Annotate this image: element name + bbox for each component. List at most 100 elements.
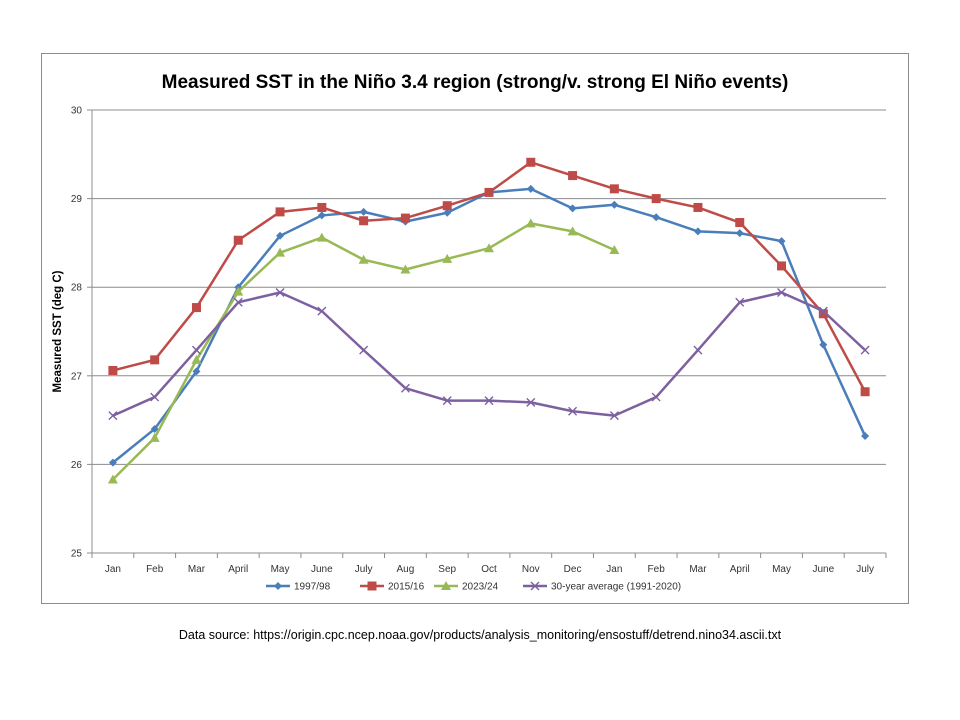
data-point-30-year-average-1991-2020- bbox=[777, 288, 787, 298]
legend-label-2023-24: 2023/24 bbox=[462, 582, 499, 593]
data-point-2023-24 bbox=[191, 354, 202, 364]
data-point-30-year-average-1991-2020- bbox=[108, 411, 118, 421]
data-point-30-year-average-1991-2020- bbox=[818, 306, 828, 316]
y-tick-label: 29 bbox=[71, 194, 83, 205]
data-point-1997-98 bbox=[735, 229, 744, 238]
y-tick-label: 28 bbox=[71, 283, 83, 294]
data-point-2023-24 bbox=[275, 247, 286, 257]
data-point-30-year-average-1991-2020- bbox=[693, 345, 703, 355]
data-point-2015-16 bbox=[818, 309, 828, 319]
data-point-2015-16 bbox=[609, 184, 619, 194]
data-point-1997-98 bbox=[861, 432, 870, 441]
data-point-1997-98 bbox=[317, 211, 326, 220]
data-point-2023-24 bbox=[525, 218, 536, 228]
data-point-1997-98 bbox=[819, 340, 828, 349]
data-point-30-year-average-1991-2020- bbox=[568, 406, 578, 416]
x-tick-label: Mar bbox=[689, 564, 707, 575]
y-tick-label: 26 bbox=[71, 460, 83, 471]
data-point-2015-16 bbox=[400, 213, 410, 223]
data-point-30-year-average-1991-2020- bbox=[860, 345, 870, 355]
data-point-30-year-average-1991-2020- bbox=[609, 411, 619, 421]
y-axis-label: Measured SST (deg C) bbox=[52, 270, 64, 392]
x-tick-label: July bbox=[856, 564, 874, 575]
data-point-2015-16 bbox=[191, 303, 201, 313]
x-tick-label: July bbox=[355, 564, 373, 575]
x-tick-label: June bbox=[812, 564, 834, 575]
data-point-1997-98 bbox=[276, 231, 285, 240]
x-tick-label: Sep bbox=[438, 564, 456, 575]
data-point-1997-98 bbox=[150, 424, 159, 433]
x-tick-label: Feb bbox=[648, 564, 666, 575]
data-point-2015-16 bbox=[233, 235, 243, 245]
x-tick-label: Aug bbox=[397, 564, 415, 575]
data-point-2015-16 bbox=[651, 194, 661, 204]
data-point-30-year-average-1991-2020- bbox=[442, 396, 452, 406]
data-point-30-year-average-1991-2020- bbox=[735, 297, 745, 307]
data-point-2015-16 bbox=[317, 202, 327, 212]
data-point-2023-24 bbox=[233, 286, 244, 296]
x-tick-label: May bbox=[271, 564, 290, 575]
data-point-1997-98 bbox=[108, 458, 117, 467]
y-tick-label: 27 bbox=[71, 371, 83, 382]
data-point-2023-24 bbox=[567, 226, 578, 236]
data-point-2023-24 bbox=[316, 232, 327, 242]
chart-frame bbox=[41, 53, 909, 604]
legend-marker-2023-24 bbox=[441, 581, 451, 590]
data-point-30-year-average-1991-2020- bbox=[317, 306, 327, 316]
legend-label-1997-98: 1997/98 bbox=[294, 582, 331, 593]
data-point-2015-16 bbox=[526, 157, 536, 167]
legend-marker-2015-16 bbox=[367, 581, 377, 591]
data-point-2015-16 bbox=[735, 218, 745, 228]
data-source-note: Data source: https://origin.cpc.ncep.noa… bbox=[178, 628, 782, 642]
data-point-1997-98 bbox=[693, 227, 702, 236]
data-point-1997-98 bbox=[526, 184, 535, 193]
data-point-2023-24 bbox=[484, 243, 494, 253]
data-point-30-year-average-1991-2020- bbox=[150, 392, 160, 402]
data-point-30-year-average-1991-2020- bbox=[526, 397, 536, 407]
data-point-30-year-average-1991-2020- bbox=[400, 383, 410, 393]
legend-marker-1997-98 bbox=[274, 582, 282, 590]
data-point-30-year-average-1991-2020- bbox=[191, 345, 201, 355]
x-tick-label: April bbox=[228, 564, 248, 575]
data-point-2023-24 bbox=[149, 432, 160, 442]
data-point-2015-16 bbox=[860, 387, 870, 397]
data-point-2023-24 bbox=[400, 264, 411, 274]
data-point-1997-98 bbox=[192, 367, 201, 376]
data-point-1997-98 bbox=[443, 208, 452, 217]
data-point-2015-16 bbox=[275, 207, 285, 217]
data-point-30-year-average-1991-2020- bbox=[275, 288, 285, 298]
data-point-30-year-average-1991-2020- bbox=[233, 297, 243, 307]
data-point-2015-16 bbox=[568, 171, 578, 181]
data-point-2015-16 bbox=[777, 261, 787, 271]
data-point-1997-98 bbox=[568, 204, 577, 213]
x-tick-label: Feb bbox=[146, 564, 164, 575]
legend-label-2015-16: 2015/16 bbox=[388, 582, 425, 593]
legend-marker-30-year-average-1991-2020- bbox=[530, 581, 540, 591]
data-point-2015-16 bbox=[108, 365, 118, 375]
data-point-2015-16 bbox=[484, 187, 494, 197]
data-point-2015-16 bbox=[693, 202, 703, 212]
y-tick-label: 25 bbox=[71, 549, 83, 560]
data-point-30-year-average-1991-2020- bbox=[651, 392, 661, 402]
x-tick-label: April bbox=[730, 564, 750, 575]
data-point-2015-16 bbox=[150, 355, 160, 365]
data-point-1997-98 bbox=[610, 200, 619, 209]
series-line-1997-98 bbox=[112, 187, 867, 464]
data-point-2023-24 bbox=[358, 254, 369, 264]
x-tick-label: Jan bbox=[105, 564, 121, 575]
data-point-2015-16 bbox=[442, 201, 452, 211]
data-point-2015-16 bbox=[359, 216, 369, 226]
data-point-2023-24 bbox=[609, 244, 620, 254]
chart-title: Measured SST in the Niño 3.4 region (str… bbox=[161, 72, 789, 93]
data-point-2023-24 bbox=[442, 253, 453, 263]
data-point-30-year-average-1991-2020- bbox=[484, 396, 494, 406]
data-point-2023-24 bbox=[107, 474, 118, 484]
x-tick-label: Jan bbox=[606, 564, 622, 575]
x-tick-label: Oct bbox=[481, 564, 497, 575]
data-point-1997-98 bbox=[652, 213, 661, 222]
data-point-1997-98 bbox=[777, 237, 786, 246]
x-tick-label: May bbox=[772, 564, 791, 575]
data-point-1997-98 bbox=[359, 207, 368, 216]
data-point-30-year-average-1991-2020- bbox=[359, 345, 369, 355]
